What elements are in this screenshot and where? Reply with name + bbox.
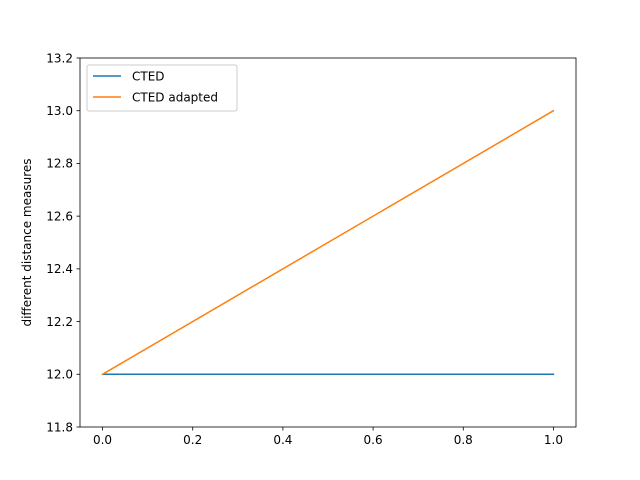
y-tick-label-13-0: 13.0 bbox=[46, 104, 73, 118]
series-line-cted-adapted bbox=[101, 109, 555, 376]
x-tick-label-0-8: 0.8 bbox=[454, 433, 473, 447]
y-tick-label-12-4: 12.4 bbox=[46, 262, 73, 276]
y-tick-label-12-0: 12.0 bbox=[46, 368, 73, 382]
legend-label-cted-adapted: CTED adapted bbox=[132, 91, 218, 105]
x-tick-label-0-0: 0.0 bbox=[93, 433, 112, 447]
plot-area-frame bbox=[79, 57, 577, 428]
y-axis: 11.8 12.0 12.2 12.4 12.6 12.8 13.0 13.2 bbox=[46, 51, 80, 434]
series-layer bbox=[101, 109, 555, 376]
y-tick-label-11-8: 11.8 bbox=[46, 420, 73, 434]
legend: CTED CTED adapted bbox=[86, 64, 238, 112]
y-axis-label: different distance measures bbox=[20, 158, 34, 326]
y-tick-label-12-8: 12.8 bbox=[46, 157, 73, 171]
y-tick-label-12-6: 12.6 bbox=[46, 209, 73, 223]
x-tick-label-0-6: 0.6 bbox=[364, 433, 383, 447]
legend-frame bbox=[86, 64, 238, 112]
y-tick-label-13-2: 13.2 bbox=[46, 51, 73, 65]
x-axis: 0.0 0.2 0.4 0.6 0.8 1.0 bbox=[93, 427, 563, 447]
legend-label-cted: CTED bbox=[132, 70, 165, 84]
x-tick-label-1-0: 1.0 bbox=[544, 433, 563, 447]
y-tick-label-12-2: 12.2 bbox=[46, 315, 73, 329]
x-tick-label-0-2: 0.2 bbox=[183, 433, 202, 447]
x-tick-label-0-4: 0.4 bbox=[273, 433, 292, 447]
